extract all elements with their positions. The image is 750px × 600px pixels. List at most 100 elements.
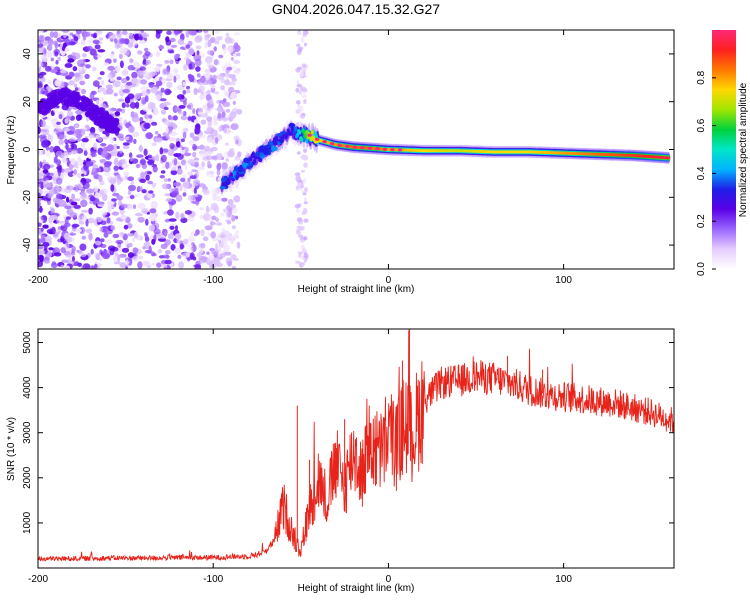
noise-blob [160, 98, 167, 102]
noise-blob [152, 165, 158, 173]
noise-blob [207, 232, 212, 237]
noise-blob [109, 136, 115, 144]
noise-blob [103, 161, 112, 168]
noise-blob [188, 48, 195, 55]
noise-blob [222, 126, 227, 134]
noise-blob [58, 128, 63, 133]
noise-blob [42, 40, 50, 44]
noise-blob [194, 127, 201, 135]
noise-blob [181, 252, 190, 259]
noise-blob [40, 55, 48, 60]
noise-blob [233, 195, 241, 203]
noise-blob [122, 142, 130, 146]
noise-blob [141, 189, 147, 194]
snr-line [38, 330, 674, 563]
noise-blob [167, 178, 171, 182]
noise-blob [69, 32, 74, 36]
noise-blob [128, 35, 134, 40]
noise-blob [144, 47, 149, 52]
noise-blob [56, 193, 62, 200]
noise-blob [166, 81, 173, 89]
noise-blob [206, 116, 213, 122]
noise-blob [40, 234, 46, 238]
noise-blob [303, 42, 307, 47]
noise-blob [213, 46, 217, 52]
noise-blob [144, 113, 149, 120]
noise-blob [88, 135, 95, 139]
noise-blob [231, 77, 237, 82]
noise-blob [95, 216, 103, 223]
noise-blob [226, 66, 233, 71]
x-tick-label: -100 [203, 574, 223, 585]
noise-blob [163, 178, 169, 182]
noise-blob [64, 242, 70, 250]
noise-blob [189, 61, 196, 70]
noise-blob [107, 205, 112, 213]
noise-blob [49, 146, 55, 153]
noise-blob [296, 83, 302, 88]
noise-blob [69, 212, 78, 219]
noise-blob [117, 254, 121, 262]
noise-blob [60, 95, 66, 101]
signal-blob [246, 165, 251, 170]
noise-blob [103, 232, 109, 238]
noise-blob [231, 265, 236, 269]
noise-blob [111, 151, 117, 157]
noise-blob [71, 193, 75, 200]
noise-blob [182, 192, 187, 197]
noise-blob [208, 78, 213, 86]
noise-blob [188, 74, 195, 83]
noise-blob [106, 217, 111, 224]
noise-blob [64, 63, 73, 68]
noise-blob [119, 47, 127, 54]
noise-blob [179, 184, 183, 192]
noise-blob [138, 144, 143, 153]
noise-blob [150, 86, 158, 94]
noise-blob [147, 154, 153, 159]
noise-blob [302, 192, 307, 196]
noise-blob [213, 121, 218, 126]
noise-blob [209, 37, 216, 44]
noise-blob [94, 192, 101, 199]
noise-blob [218, 54, 224, 59]
noise-blob [169, 142, 175, 150]
noise-blob [146, 194, 153, 199]
signal-bead [382, 147, 388, 151]
noise-blob [232, 234, 239, 240]
noise-blob [194, 193, 199, 198]
noise-blob [151, 121, 158, 126]
noise-blob [53, 107, 59, 114]
noise-blob [178, 261, 185, 269]
noise-blob [208, 65, 212, 69]
noise-blob [45, 172, 50, 177]
noise-blob [139, 159, 147, 166]
noise-blob [115, 239, 124, 244]
noise-blob [73, 169, 77, 175]
noise-blob [38, 73, 44, 79]
noise-blob [129, 58, 134, 64]
noise-blob [75, 30, 82, 35]
noise-blob [64, 222, 71, 228]
noise-blob [67, 111, 74, 117]
noise-blob [93, 32, 98, 39]
x-tick-label: 0 [386, 574, 392, 585]
noise-blob [38, 172, 42, 180]
noise-blob [148, 224, 155, 232]
noise-blob [80, 252, 87, 258]
noise-blob [57, 131, 64, 140]
noise-blob [215, 36, 221, 42]
noise-blob [199, 150, 207, 158]
noise-blob [195, 30, 203, 33]
noise-blob [163, 101, 171, 106]
noise-blob [71, 223, 80, 228]
noise-blob [91, 171, 98, 176]
noise-blob [94, 252, 101, 259]
noise-blob [54, 232, 60, 235]
noise-blob [301, 94, 307, 99]
noise-blob [119, 60, 124, 69]
noise-blob [155, 137, 163, 143]
noise-blob [236, 52, 241, 57]
noise-blob [113, 261, 121, 265]
noise-blob [39, 205, 43, 213]
signal-blob [251, 151, 255, 158]
